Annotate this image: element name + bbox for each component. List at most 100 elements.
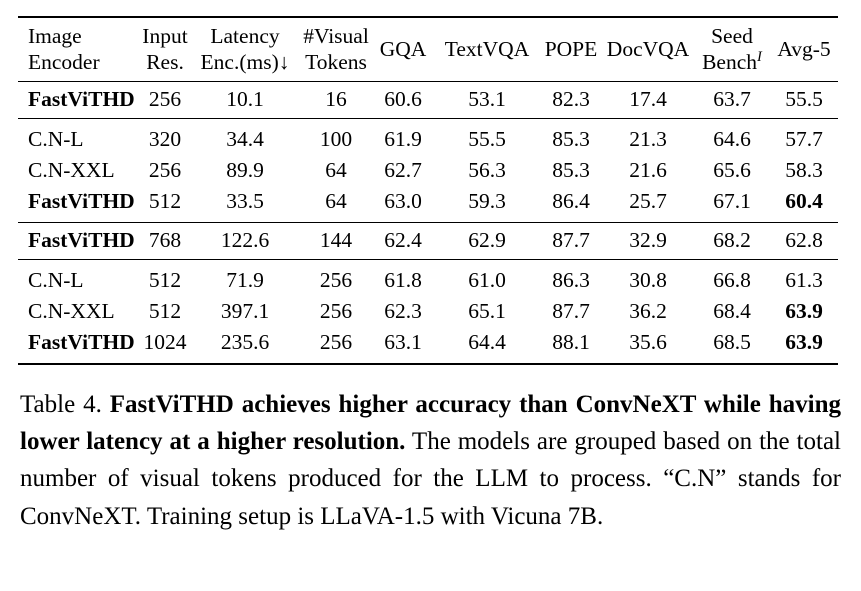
value-cell: 256 — [319, 268, 353, 292]
table-row: FastViTHD 256 10.1 16 60.6 53.1 82.3 17.… — [18, 82, 838, 119]
table-row: FastViTHD 512 33.5 64 63.0 59.3 86.4 25.… — [18, 186, 838, 223]
value-cell: 21.3 — [629, 127, 667, 151]
value-cell: 35.6 — [629, 330, 667, 354]
value-cell: 65.6 — [713, 158, 751, 182]
value-cell: 32.9 — [629, 228, 667, 252]
value-cell: 36.2 — [629, 299, 667, 323]
table-row: FastViTHD 1024 235.6 256 63.1 64.4 88.1 … — [18, 327, 838, 364]
value-cell: 64 — [325, 189, 347, 213]
value-cell: 34.4 — [226, 127, 264, 151]
value-cell: 55.5 — [785, 87, 823, 111]
value-cell: 62.7 — [384, 158, 422, 182]
value-cell: 256 — [148, 87, 182, 111]
value-cell: 256 — [319, 299, 353, 323]
header-visual-tokens: #Visual Tokens — [303, 24, 369, 74]
caption-bold-text: FastViTHD achieves higher accuracy than … — [20, 391, 841, 456]
value-cell: 61.9 — [384, 127, 422, 151]
value-cell: 62.8 — [785, 228, 823, 252]
value-cell: 85.3 — [552, 127, 590, 151]
value-cell: 57.7 — [785, 127, 823, 151]
value-cell: 59.3 — [468, 189, 506, 213]
value-cell: 235.6 — [220, 330, 270, 354]
value-cell: 61.0 — [468, 268, 506, 292]
value-cell: 53.1 — [468, 87, 506, 111]
header-avg5: Avg-5 — [777, 37, 831, 61]
value-cell: 63.7 — [713, 87, 751, 111]
value-cell: 60.6 — [384, 87, 422, 111]
value-cell: 82.3 — [552, 87, 590, 111]
encoder-cell: C.N-XXL — [28, 158, 115, 182]
table-row: C.N-L 512 71.9 256 61.8 61.0 86.3 30.8 6… — [18, 260, 838, 297]
value-cell: 63.9 — [785, 330, 823, 354]
caption-label: Table 4. — [20, 391, 102, 418]
header-textvqa: TextVQA — [444, 37, 530, 61]
value-cell: 88.1 — [552, 330, 590, 354]
value-cell: 62.3 — [384, 299, 422, 323]
value-cell: 65.1 — [468, 299, 506, 323]
value-cell: 55.5 — [468, 127, 506, 151]
value-cell: 256 — [319, 330, 353, 354]
benchmark-table: Image Encoder Input Res. Latency Enc.(ms)↓ … — [18, 16, 838, 365]
table-row: C.N-L 320 34.4 100 61.9 55.5 85.3 21.3 6… — [18, 119, 838, 156]
value-cell: 64.6 — [713, 127, 751, 151]
value-cell: 21.6 — [629, 158, 667, 182]
value-cell: 63.9 — [785, 299, 823, 323]
value-cell: 68.4 — [713, 299, 751, 323]
value-cell: 85.3 — [552, 158, 590, 182]
encoder-cell: C.N-L — [28, 127, 84, 151]
header-gqa: GQA — [379, 37, 427, 61]
header-latency: Latency Enc.(ms)↓ — [200, 24, 290, 74]
value-cell: 17.4 — [629, 87, 667, 111]
value-cell: 16 — [325, 87, 347, 111]
group-16-tokens: FastViTHD 256 10.1 16 60.6 53.1 82.3 17.… — [18, 82, 838, 119]
value-cell: 768 — [148, 228, 182, 252]
value-cell: 512 — [148, 299, 182, 323]
encoder-cell: FastViTHD — [28, 189, 135, 213]
value-cell: 61.3 — [785, 268, 823, 292]
table-header: Image Encoder Input Res. Latency Enc.(ms)↓ … — [18, 17, 838, 82]
value-cell: 10.1 — [226, 87, 264, 111]
value-cell: 512 — [148, 189, 182, 213]
table-row: C.N-XXL 256 89.9 64 62.7 56.3 85.3 21.6 … — [18, 155, 838, 186]
value-cell: 86.3 — [552, 268, 590, 292]
value-cell: 320 — [148, 127, 182, 151]
value-cell: 66.8 — [713, 268, 751, 292]
group-144-tokens: FastViTHD 768 122.6 144 62.4 62.9 87.7 3… — [18, 222, 838, 260]
encoder-cell: C.N-L — [28, 268, 84, 292]
table-row: FastViTHD 768 122.6 144 62.4 62.9 87.7 3… — [18, 223, 838, 260]
group-256-tokens: C.N-L 512 71.9 256 61.8 61.0 86.3 30.8 6… — [18, 259, 838, 365]
header-input-res: Input Res. — [142, 24, 188, 74]
encoder-cell: C.N-XXL — [28, 299, 115, 323]
value-cell: 68.2 — [713, 228, 751, 252]
header-row: Image Encoder Input Res. Latency Enc.(ms)↓ … — [18, 17, 838, 82]
value-cell: 89.9 — [226, 158, 264, 182]
table-row: C.N-XXL 512 397.1 256 62.3 65.1 87.7 36.… — [18, 296, 838, 327]
value-cell: 86.4 — [552, 189, 590, 213]
value-cell: 68.5 — [713, 330, 751, 354]
value-cell: 61.8 — [384, 268, 422, 292]
encoder-cell: FastViTHD — [28, 87, 135, 111]
value-cell: 33.5 — [226, 189, 264, 213]
value-cell: 63.1 — [384, 330, 422, 354]
value-cell: 87.7 — [552, 299, 590, 323]
encoder-cell: FastViTHD — [28, 228, 135, 252]
value-cell: 67.1 — [713, 189, 751, 213]
value-cell: 63.0 — [384, 189, 422, 213]
group-64-100-tokens: C.N-L 320 34.4 100 61.9 55.5 85.3 21.3 6… — [18, 118, 838, 223]
value-cell: 62.9 — [468, 228, 506, 252]
header-seedbench: Seed BenchI — [702, 24, 762, 74]
value-cell: 256 — [148, 158, 182, 182]
value-cell: 62.4 — [384, 228, 422, 252]
value-cell: 64.4 — [468, 330, 506, 354]
header-pope: POPE — [544, 37, 598, 61]
value-cell: 30.8 — [629, 268, 667, 292]
value-cell: 71.9 — [226, 268, 264, 292]
value-cell: 144 — [319, 228, 353, 252]
value-cell: 60.4 — [785, 189, 823, 213]
value-cell: 100 — [319, 127, 353, 151]
header-docvqa: DocVQA — [606, 37, 690, 61]
value-cell: 87.7 — [552, 228, 590, 252]
value-cell: 58.3 — [785, 158, 823, 182]
value-cell: 64 — [325, 158, 347, 182]
